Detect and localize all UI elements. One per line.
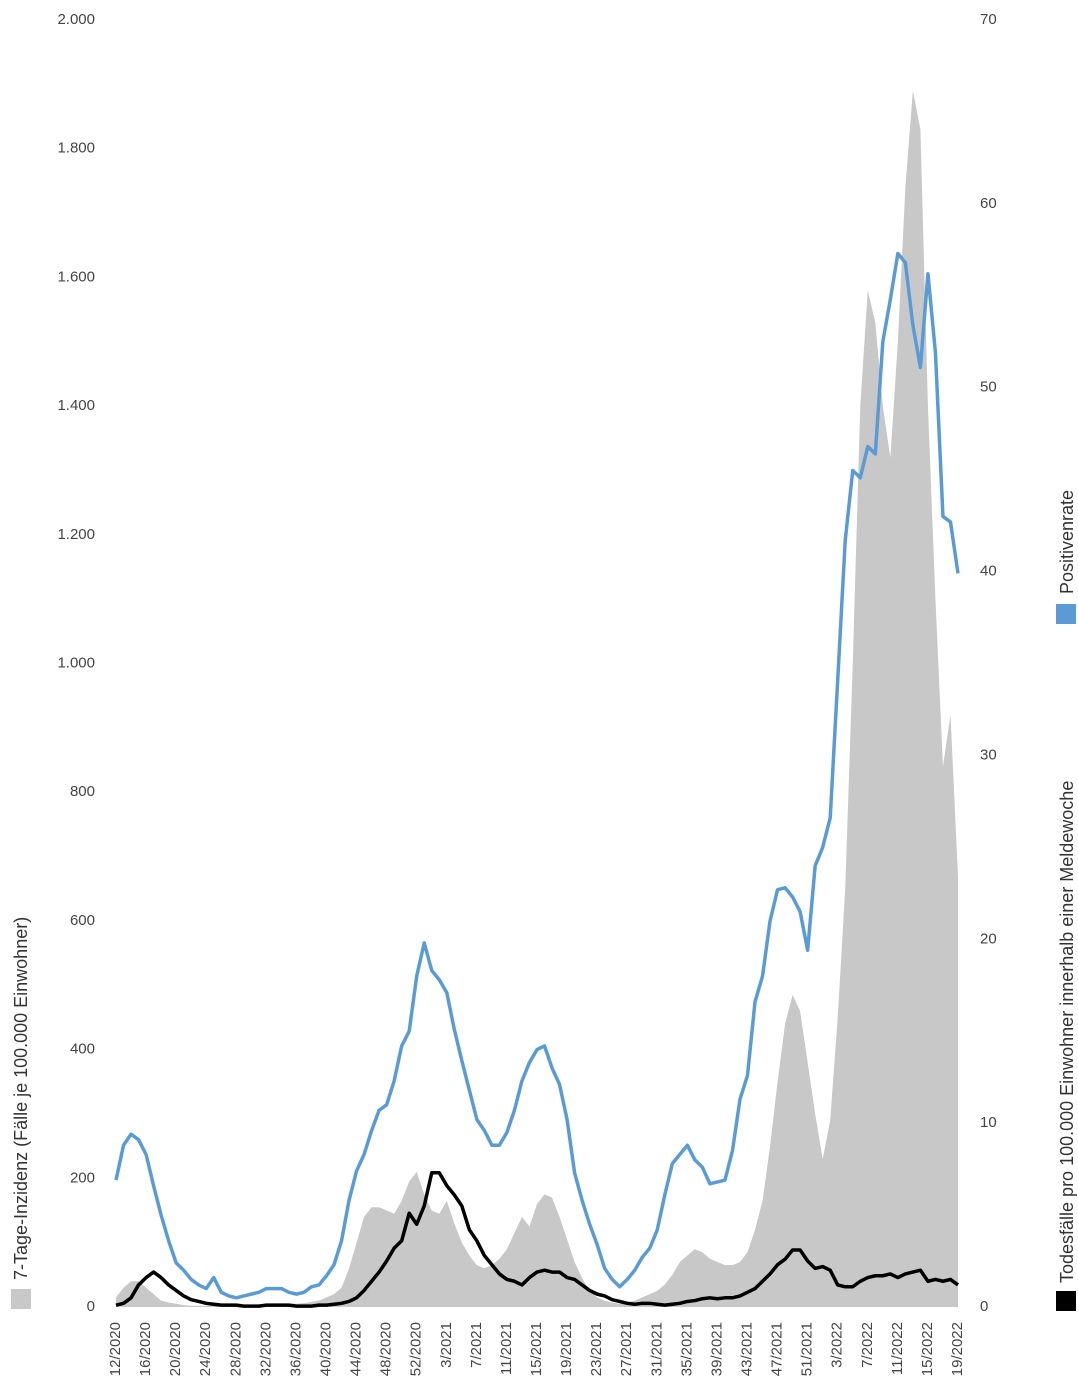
axis-title: 7-Tage-Inzidenz (Fälle je 100.000 Einwoh… <box>11 917 31 1280</box>
y-tick-label: 800 <box>70 783 95 800</box>
x-tick-label: 7/2021 <box>468 1322 485 1368</box>
x-tick-label: 3/2022 <box>829 1322 846 1368</box>
x-tick-label: 16/2020 <box>137 1322 154 1376</box>
y2-tick-label: 10 <box>980 1114 997 1131</box>
x-tick-label: 52/2020 <box>408 1322 425 1376</box>
x-tick-label: 11/2022 <box>889 1322 906 1375</box>
y-tick-label: 2.000 <box>57 11 95 28</box>
x-tick-label: 3/2021 <box>438 1322 455 1368</box>
x-tick-label: 11/2021 <box>498 1322 515 1375</box>
x-tick-label: 23/2021 <box>588 1322 605 1376</box>
x-tick-label: 43/2021 <box>738 1322 755 1376</box>
x-tick-label: 15/2022 <box>919 1322 936 1376</box>
x-tick-label: 28/2020 <box>227 1322 244 1376</box>
y2-tick-label: 70 <box>980 11 997 28</box>
line <box>115 1171 960 1308</box>
y-tick-label: 1.400 <box>57 397 95 414</box>
y-tick-label: 400 <box>70 1041 95 1058</box>
y-tick-label: 600 <box>70 912 95 929</box>
area <box>116 90 958 1307</box>
x-tick-label: 36/2020 <box>287 1322 304 1376</box>
x-tick-label: 32/2020 <box>257 1322 274 1376</box>
x-tick-label: 35/2021 <box>678 1322 695 1376</box>
y-tick-label: 1.000 <box>57 654 95 671</box>
x-tick-label: 24/2020 <box>197 1322 214 1376</box>
x-tick-label: 12/2020 <box>107 1322 124 1376</box>
axis-title: Todesfälle pro 100.000 Einwohner innerha… <box>1057 781 1077 1283</box>
y-tick-label: 200 <box>70 1169 95 1186</box>
y-tick-label: 1.600 <box>57 268 95 285</box>
y-tick-label: 1.800 <box>57 140 95 157</box>
axis-title: Positivenrate <box>1057 490 1077 594</box>
x-tick-label: 48/2020 <box>378 1322 395 1376</box>
x-tick-label: 51/2021 <box>799 1322 816 1376</box>
x-tick-label: 19/2021 <box>558 1322 575 1376</box>
line <box>114 251 960 1300</box>
x-tick-label: 44/2020 <box>348 1322 365 1376</box>
y2-tick-label: 30 <box>980 746 997 763</box>
x-tick-label: 20/2020 <box>167 1322 184 1376</box>
legend-swatch <box>1056 1291 1076 1311</box>
y2-tick-label: 40 <box>980 563 997 580</box>
x-tick-label: 27/2021 <box>618 1322 635 1376</box>
x-tick-label: 15/2021 <box>528 1322 545 1376</box>
x-tick-label: 31/2021 <box>648 1322 665 1376</box>
x-tick-label: 40/2020 <box>317 1322 334 1376</box>
y2-tick-label: 50 <box>980 379 997 396</box>
y2-tick-label: 0 <box>980 1298 988 1315</box>
y-tick-label: 1.200 <box>57 526 95 543</box>
y2-tick-label: 20 <box>980 930 997 947</box>
x-tick-label: 7/2022 <box>859 1322 876 1368</box>
x-tick-label: 39/2021 <box>708 1322 725 1376</box>
y-tick-label: 0 <box>87 1298 95 1315</box>
y2-tick-label: 60 <box>980 195 997 212</box>
legend-swatch <box>1056 604 1076 624</box>
legend-swatch <box>11 1289 31 1309</box>
x-tick-label: 47/2021 <box>769 1322 786 1376</box>
x-tick-label: 19/2022 <box>949 1322 966 1376</box>
